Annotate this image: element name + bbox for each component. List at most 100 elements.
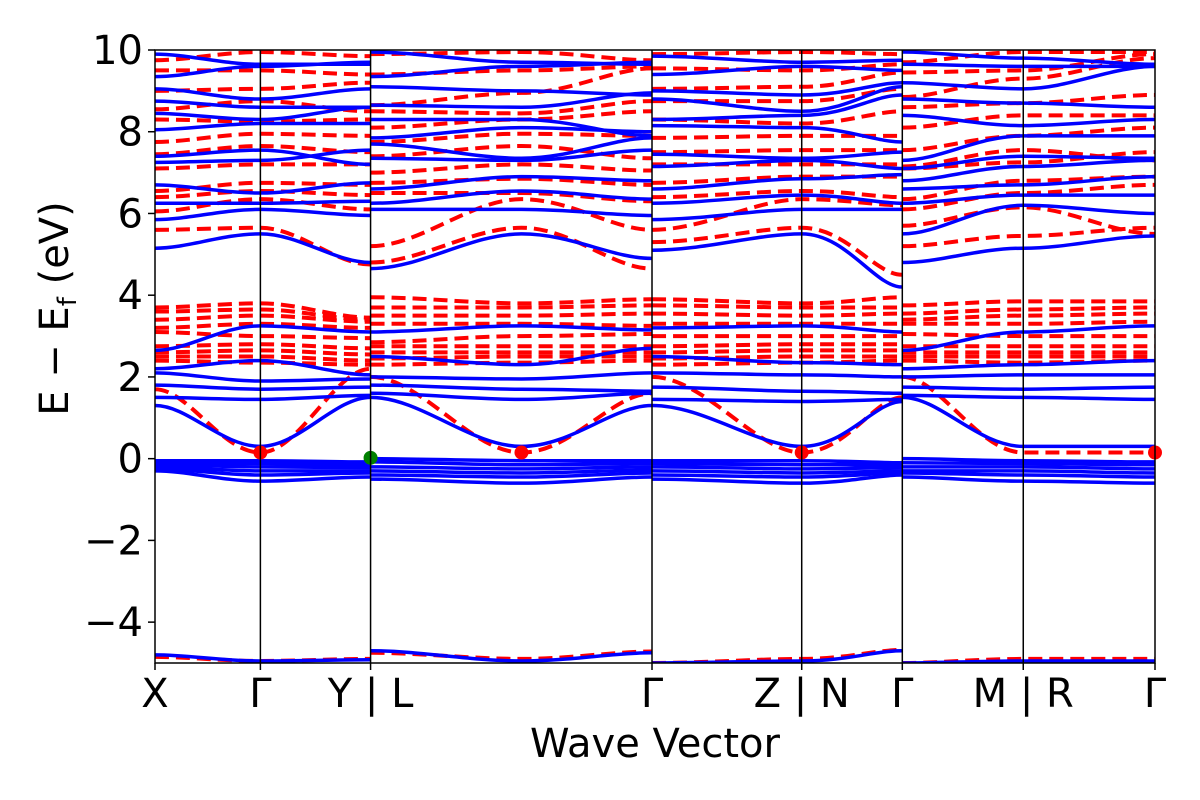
y-axis-title-subscript: f [53,296,83,306]
dashed-band-6-seg-0 [155,329,371,341]
solid-band-17-seg-2 [652,158,903,171]
solid-band-15-seg-0 [155,199,371,205]
dashed-band-7-seg-3 [902,319,1155,326]
solid-band-1-seg-1 [370,475,653,485]
solid-band-16-seg-2 [652,172,903,191]
dashed-band-12-seg-2 [652,197,903,232]
solid-band-8-seg-0 [155,393,371,402]
y-axis: −4 −2 0 2 4 6 8 10 [84,28,155,646]
y-axis-title-unit: (eV) [32,201,78,297]
dashed-band-17-seg-1 [370,131,653,144]
x-tick-label-2: Y | L [327,671,414,717]
solid-band-19-seg-0 [155,121,371,132]
solid-band-9-seg-0 [155,383,371,391]
y-tick-label-3: 2 [118,355,143,401]
solid-band-4-seg-2 [652,465,903,471]
solid-band-11-seg-1 [370,346,653,367]
dashed-band-22-seg-3 [902,50,1155,65]
high-symmetry-lines [259,50,1025,663]
solid-band-19-seg-2 [652,123,903,144]
solid-band-10-seg-0 [155,371,371,383]
dashed-band-20-seg-1 [370,66,653,108]
dashed-band-19-seg-1 [370,99,653,116]
dashed-band-15-seg-0 [155,162,371,171]
dashed-band-18-seg-3 [902,113,1155,130]
y-tick-label-1: −2 [84,518,143,564]
solid-band-18-seg-1 [370,136,653,161]
dashed-band-5-seg-2 [652,342,903,349]
solid-band-10-seg-2 [652,371,903,379]
solid-band-14-seg-0 [155,207,371,222]
solid-band-13-seg-1 [370,232,653,271]
solid-band-7-seg-1 [370,395,653,449]
solid-band-0-seg-1 [370,648,653,663]
solid-band-8-seg-1 [370,391,653,402]
solid-band-7-seg-3 [902,395,1155,449]
solid-band-12-seg-1 [370,324,653,334]
dashed-band-16-seg-2 [652,148,903,155]
solid-band-4-seg-3 [902,465,1155,471]
solid-band-14-seg-1 [370,207,653,218]
y-axis-title: E − Ef (eV) [32,201,83,416]
solid-band-7-seg-2 [652,399,903,449]
dashed-band-21-seg-3 [902,52,1155,75]
x-tick-label-0: X [141,671,168,717]
solid-band-10-seg-1 [370,371,653,381]
solid-band-0-seg-0 [155,653,371,663]
band-lines [155,50,1155,663]
solid-band-9-seg-3 [902,385,1155,391]
solid-band-12-seg-2 [652,324,903,334]
y-tick-label-5: 6 [118,191,143,237]
solid-band-3-seg-2 [652,469,903,475]
solid-band-23-seg-2 [652,64,903,77]
dashed-band-10-seg-3 [902,299,1155,308]
solid-band-6-seg-1 [370,456,653,463]
dashed-band-12-seg-3 [902,205,1155,236]
x-axis: X Γ Y | L Γ Z | N Γ M | R Γ [141,663,1167,717]
dashed-band-8-seg-1 [370,311,653,318]
x-tick-label-4: Γ [641,671,664,717]
solid-band-6-seg-0 [155,458,371,464]
x-axis-title: Wave Vector [530,721,781,767]
dashed-band-8-seg-0 [155,313,371,324]
dashed-band-9-seg-2 [652,303,903,310]
solid-band-15-seg-1 [370,189,653,205]
solid-band-14-seg-2 [652,207,903,222]
dashed-band-7-seg-1 [370,321,653,328]
dashed-band-13-seg-1 [370,191,653,204]
solid-band-10-seg-3 [902,373,1155,379]
solid-band-6-seg-2 [652,458,903,465]
solid-band-24-seg-2 [652,54,903,65]
dashed-band-4-seg-0 [155,348,371,357]
solid-band-18-seg-2 [652,150,903,161]
dashed-band-17-seg-3 [902,125,1155,153]
solid-band-4-seg-1 [370,465,653,471]
y-tick-label-2: 0 [118,437,143,483]
dashed-band-11-seg-1 [370,225,653,271]
solid-band-17-seg-1 [370,148,653,163]
x-tick-label-5: Z | N [754,671,850,717]
y-tick-label-6: 8 [118,110,143,156]
dashed-band-4-seg-2 [652,348,903,355]
solid-band-13-seg-2 [652,232,903,289]
dashed-band-17-seg-0 [155,131,371,144]
dashed-band-1-seg-3 [902,374,1155,455]
plot-frame [154,49,1156,664]
solid-band-3-seg-1 [370,468,653,475]
solid-band-21-seg-3 [902,97,1155,109]
dashed-band-9-seg-1 [370,303,653,310]
dashed-band-14-seg-1 [370,176,653,187]
solid-band-16-seg-1 [370,174,653,191]
dashed-band-10-seg-1 [370,295,653,306]
x-tick-label-1: Γ [249,671,272,717]
solid-band-9-seg-1 [370,383,653,393]
dashed-band-13-seg-3 [902,182,1155,212]
solid-band-9-seg-2 [652,385,903,396]
solid-band-13-seg-3 [902,234,1155,265]
dashed-band-12-seg-1 [370,197,653,249]
solid-band-5-seg-1 [370,460,653,467]
solid-band-2-seg-1 [370,471,653,479]
solid-band-24-seg-1 [370,50,653,67]
y-tick-label-4: 4 [118,273,143,319]
